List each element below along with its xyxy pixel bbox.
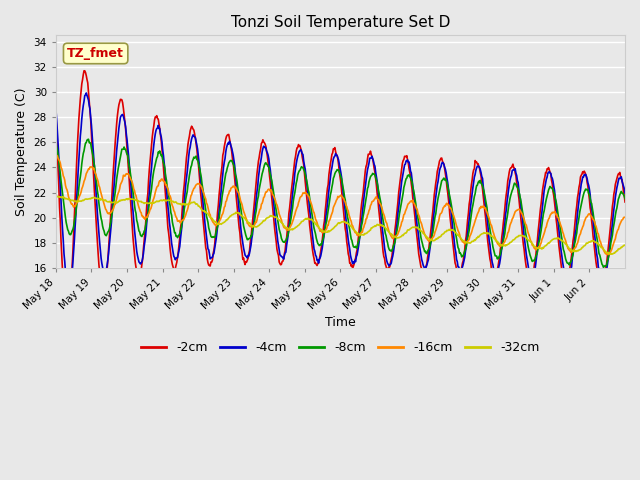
-16cm — [119, 177, 127, 182]
Text: TZ_fmet: TZ_fmet — [67, 47, 124, 60]
-4cm — [433, 189, 440, 194]
-8cm — [400, 184, 408, 190]
-4cm — [52, 105, 60, 111]
Line: -32cm: -32cm — [56, 196, 625, 254]
-32cm — [54, 193, 61, 199]
-32cm — [252, 224, 260, 230]
-16cm — [604, 252, 611, 257]
-8cm — [252, 208, 260, 214]
-4cm — [253, 189, 260, 195]
-16cm — [273, 202, 281, 208]
-32cm — [224, 216, 232, 222]
-2cm — [120, 111, 128, 117]
-2cm — [225, 132, 232, 137]
-16cm — [52, 152, 60, 158]
-4cm — [83, 90, 90, 96]
-8cm — [120, 146, 127, 152]
-32cm — [400, 231, 408, 237]
Line: -16cm: -16cm — [56, 155, 625, 254]
-2cm — [275, 252, 282, 258]
X-axis label: Time: Time — [325, 316, 356, 329]
-32cm — [607, 252, 615, 257]
-8cm — [432, 211, 440, 217]
-32cm — [52, 194, 60, 200]
-32cm — [274, 216, 282, 222]
-8cm — [600, 264, 607, 270]
-2cm — [401, 154, 408, 159]
-4cm — [65, 288, 72, 294]
-16cm — [223, 195, 231, 201]
-16cm — [621, 215, 629, 220]
-32cm — [120, 197, 127, 203]
-16cm — [399, 215, 407, 221]
-2cm — [253, 171, 260, 177]
-4cm — [225, 141, 232, 147]
-4cm — [401, 162, 408, 168]
-8cm — [274, 217, 282, 223]
-8cm — [621, 196, 629, 202]
-16cm — [431, 229, 439, 235]
-2cm — [63, 316, 71, 322]
Legend: -2cm, -4cm, -8cm, -16cm, -32cm: -2cm, -4cm, -8cm, -16cm, -32cm — [136, 336, 545, 360]
-2cm — [433, 176, 440, 181]
-4cm — [621, 190, 629, 196]
-32cm — [621, 242, 629, 248]
-4cm — [275, 242, 282, 248]
Line: -2cm: -2cm — [56, 71, 625, 319]
Line: -4cm: -4cm — [56, 93, 625, 291]
-16cm — [252, 219, 259, 225]
Title: Tonzi Soil Temperature Set D: Tonzi Soil Temperature Set D — [231, 15, 450, 30]
-2cm — [621, 199, 629, 205]
-32cm — [432, 236, 440, 242]
Y-axis label: Soil Temperature (C): Soil Temperature (C) — [15, 87, 28, 216]
-8cm — [224, 163, 232, 168]
-8cm — [52, 139, 60, 145]
-2cm — [52, 109, 60, 115]
-8cm — [84, 136, 92, 142]
-4cm — [120, 117, 128, 122]
Line: -8cm: -8cm — [56, 139, 625, 267]
-2cm — [80, 68, 88, 73]
